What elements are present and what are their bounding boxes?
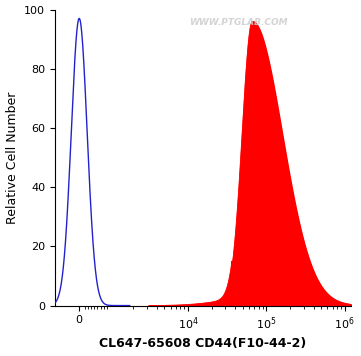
X-axis label: CL647-65608 CD44(F10-44-2): CL647-65608 CD44(F10-44-2)	[99, 337, 306, 350]
Y-axis label: Relative Cell Number: Relative Cell Number	[5, 91, 18, 224]
Text: WWW.PTGLAB.COM: WWW.PTGLAB.COM	[189, 19, 288, 27]
